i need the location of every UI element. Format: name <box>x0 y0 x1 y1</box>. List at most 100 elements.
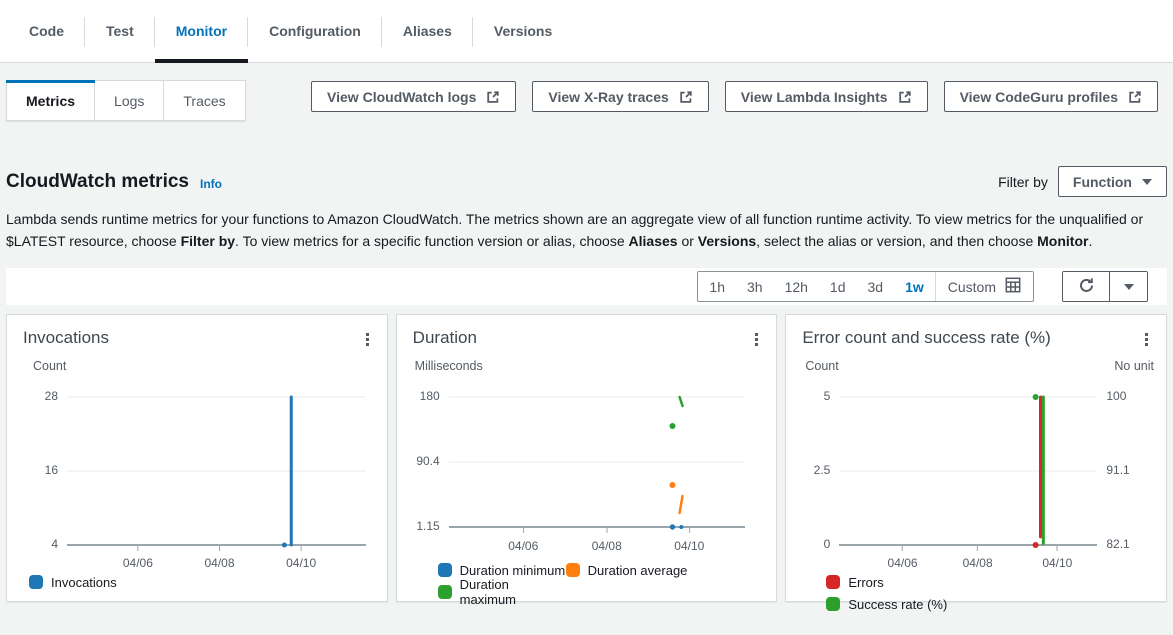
tab-aliases-label: Aliases <box>403 23 452 39</box>
tab-test-label: Test <box>106 23 134 39</box>
series-mark-duration-average <box>669 482 675 488</box>
external-link-icon <box>898 90 912 104</box>
filter-by-label: Filter by <box>998 174 1048 190</box>
y-axis-tick: 28 <box>7 389 58 403</box>
y-axis-tick: 5 <box>786 389 830 403</box>
range-1h[interactable]: 1h <box>698 272 736 301</box>
tab-versions[interactable]: Versions <box>473 0 573 62</box>
external-view-buttons: View CloudWatch logs View X-Ray traces V… <box>311 80 1167 112</box>
x-axis-tick: 04/06 <box>493 539 553 553</box>
legend-label: Invocations <box>51 575 117 590</box>
legend-item[interactable]: Invocations <box>29 573 117 591</box>
tab-configuration[interactable]: Configuration <box>248 0 382 62</box>
range-1w-label: 1w <box>905 279 924 295</box>
legend-label: Duration maximum <box>460 577 566 607</box>
view-xray-traces-button[interactable]: View X-Ray traces <box>532 81 708 112</box>
y-axis-unit-left: Milliseconds <box>415 359 483 373</box>
function-tab-bar: Code Test Monitor Configuration Aliases … <box>0 0 1173 63</box>
range-1w[interactable]: 1w <box>894 272 935 301</box>
range-3h-label: 3h <box>747 279 763 295</box>
chart-legend: Errors Success rate (%) <box>826 573 1156 613</box>
range-3h[interactable]: 3h <box>736 272 774 301</box>
legend-swatch <box>438 585 452 599</box>
legend-swatch <box>566 563 580 577</box>
chevron-down-icon <box>1124 284 1134 290</box>
view-codeguru-profiles-button[interactable]: View CodeGuru profiles <box>944 81 1158 112</box>
legend-item[interactable]: Duration maximum <box>438 583 566 601</box>
kebab-menu-icon[interactable] <box>1141 328 1152 351</box>
range-1h-label: 1h <box>709 279 725 295</box>
refresh-button[interactable] <box>1063 272 1109 301</box>
y-axis-tick: 4 <box>7 537 58 551</box>
metrics-logs-traces-tabs: Metrics Logs Traces <box>6 80 246 121</box>
range-12h[interactable]: 12h <box>774 272 819 301</box>
view-codeguru-profiles-label: View CodeGuru profiles <box>960 89 1118 105</box>
series-mark-duration-maximum <box>669 423 675 429</box>
y-axis-tick-right: 82.1 <box>1106 537 1129 551</box>
y-axis-tick: 90.4 <box>397 454 440 468</box>
info-link[interactable]: Info <box>200 177 222 191</box>
subtab-logs[interactable]: Logs <box>95 81 164 120</box>
chart-card-errors-success-rate: Error count and success rate (%) CountNo… <box>785 314 1167 602</box>
x-axis-tick: 04/08 <box>577 539 637 553</box>
legend-label: Duration minimum <box>460 563 565 578</box>
legend-item[interactable]: Errors <box>826 573 1001 591</box>
chart-body-invocations: Count 28 16 4 04/06 04/08 04/10 Invocations <box>7 315 387 601</box>
y-axis-tick: 16 <box>7 463 58 477</box>
external-link-icon <box>679 90 693 104</box>
range-custom[interactable]: Custom <box>935 272 1033 301</box>
refresh-icon <box>1078 277 1095 297</box>
subtab-logs-label: Logs <box>114 93 144 109</box>
legend-item[interactable]: Duration average <box>566 561 694 579</box>
description-text: Lambda sends runtime metrics for your fu… <box>6 209 1167 252</box>
tab-code[interactable]: Code <box>8 0 85 62</box>
tab-code-label: Code <box>29 23 64 39</box>
range-1d[interactable]: 1d <box>819 272 857 301</box>
external-link-icon <box>486 90 500 104</box>
legend-swatch <box>29 575 43 589</box>
kebab-menu-icon[interactable] <box>751 328 762 351</box>
legend-swatch <box>826 575 840 589</box>
y-axis-tick: 1.15 <box>397 519 440 533</box>
series-mark-duration-maximum <box>679 397 682 406</box>
tab-monitor[interactable]: Monitor <box>155 0 248 62</box>
x-axis-tick: 04/10 <box>271 556 331 570</box>
chevron-down-icon <box>1142 179 1152 185</box>
y-axis-tick: 2.5 <box>786 463 830 477</box>
tab-test[interactable]: Test <box>85 0 155 62</box>
x-axis-tick: 04/06 <box>108 556 168 570</box>
subtab-metrics[interactable]: Metrics <box>7 81 95 120</box>
y-axis-unit-left: Count <box>33 359 66 373</box>
chart-card-duration: Duration Milliseconds18090.41.1504/0604/… <box>396 314 778 602</box>
legend-label: Success rate (%) <box>848 597 947 612</box>
chart-legend: Invocations <box>29 573 359 591</box>
range-3d[interactable]: 3d <box>857 272 895 301</box>
lambda-monitor-page: Code Test Monitor Configuration Aliases … <box>0 0 1173 602</box>
chart-plot <box>67 385 366 552</box>
page-title: CloudWatch metrics <box>6 171 189 193</box>
series-mark-invocations <box>282 543 287 548</box>
y-axis-tick: 0 <box>786 537 830 551</box>
view-lambda-insights-button[interactable]: View Lambda Insights <box>725 81 928 112</box>
chart-title-invocations: Invocations <box>23 328 109 348</box>
tab-versions-label: Versions <box>494 23 552 39</box>
chart-title-errors-success-rate: Error count and success rate (%) <box>802 328 1050 348</box>
series-mark-errors <box>1033 542 1039 548</box>
y-axis-tick-right: 100 <box>1106 389 1126 403</box>
calendar-grid-icon <box>1005 277 1021 296</box>
chart-body-errors-success-rate: CountNo unit52.5010091.182.104/0604/0804… <box>786 315 1166 601</box>
view-cloudwatch-logs-button[interactable]: View CloudWatch logs <box>311 81 516 112</box>
filter-function-dropdown[interactable]: Function <box>1058 166 1167 197</box>
legend-label: Errors <box>848 575 883 590</box>
y-axis-tick: 180 <box>397 389 440 403</box>
legend-item[interactable]: Success rate (%) <box>826 595 1001 613</box>
view-xray-traces-label: View X-Ray traces <box>548 89 668 105</box>
refresh-options-button[interactable] <box>1109 272 1147 301</box>
subtab-traces[interactable]: Traces <box>164 81 244 120</box>
external-link-icon <box>1128 90 1142 104</box>
y-axis-tick-right: 91.1 <box>1106 463 1129 477</box>
refresh-group <box>1062 271 1148 302</box>
kebab-menu-icon[interactable] <box>362 328 373 351</box>
tab-aliases[interactable]: Aliases <box>382 0 473 62</box>
x-axis-tick: 04/08 <box>189 556 249 570</box>
